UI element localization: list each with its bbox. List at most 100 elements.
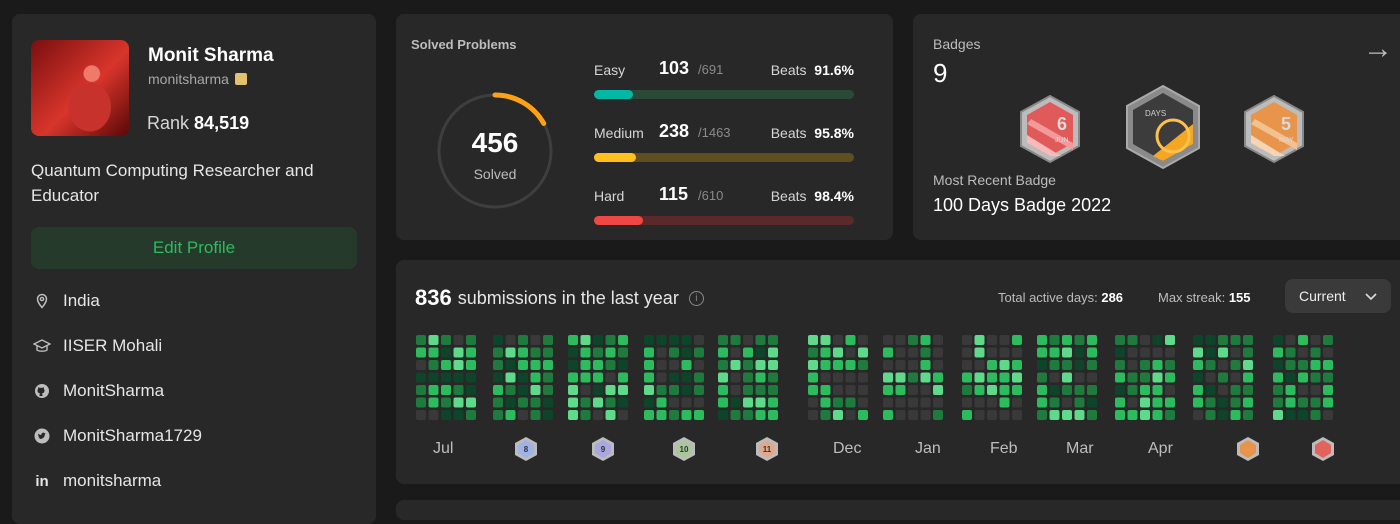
heatmap-cell[interactable] [453, 397, 464, 408]
heatmap-cell[interactable] [743, 360, 753, 370]
heatmap-cell[interactable] [568, 347, 578, 358]
heatmap-cell[interactable] [1230, 347, 1241, 358]
heatmap-cell[interactable] [1074, 335, 1085, 345]
heatmap-cell[interactable] [974, 372, 985, 383]
heatmap-cell[interactable] [530, 410, 541, 420]
heatmap-cell[interactable] [593, 372, 603, 383]
heatmap-cell[interactable] [681, 397, 692, 408]
heatmap-cell[interactable] [416, 347, 426, 358]
heatmap-cell[interactable] [656, 372, 667, 383]
heatmap-cell[interactable] [656, 410, 667, 420]
heatmap-cell[interactable] [543, 347, 553, 358]
heatmap-cell[interactable] [441, 397, 451, 408]
heatmap-cell[interactable] [694, 397, 704, 408]
heatmap-cell[interactable] [1243, 347, 1253, 358]
heatmap-cell[interactable] [755, 410, 766, 420]
heatmap-cell[interactable] [580, 372, 591, 383]
heatmap-cell[interactable] [962, 335, 972, 345]
heatmap-cell[interactable] [908, 372, 918, 383]
heatmap-cell[interactable] [1087, 360, 1097, 370]
heatmap-cell[interactable] [908, 397, 918, 408]
heatmap-cell[interactable] [1298, 360, 1308, 370]
heatmap-cell[interactable] [505, 335, 516, 345]
heatmap-cell[interactable] [768, 385, 778, 395]
heatmap-cell[interactable] [755, 360, 766, 370]
heatmap-cell[interactable] [1012, 410, 1022, 420]
heatmap-cell[interactable] [743, 385, 753, 395]
heatmap-cell[interactable] [1205, 347, 1216, 358]
heatmap-cell[interactable] [428, 397, 439, 408]
heatmap-cell[interactable] [987, 410, 997, 420]
heatmap-cell[interactable] [505, 410, 516, 420]
heatmap-cell[interactable] [1115, 335, 1125, 345]
heatmap-cell[interactable] [1273, 397, 1283, 408]
heatmap-cell[interactable] [833, 410, 843, 420]
heatmap-cell[interactable] [1127, 335, 1138, 345]
heatmap-cell[interactable] [833, 397, 843, 408]
heatmap-cell[interactable] [755, 335, 766, 345]
heatmap-cell[interactable] [920, 360, 931, 370]
heatmap-cell[interactable] [1037, 360, 1047, 370]
heatmap-cell[interactable] [428, 385, 439, 395]
heatmap-cell[interactable] [999, 347, 1010, 358]
heatmap-cell[interactable] [999, 360, 1010, 370]
heatmap-cell[interactable] [1037, 335, 1047, 345]
avatar[interactable] [31, 40, 129, 136]
heatmap-cell[interactable] [1049, 360, 1060, 370]
heatmap-cell[interactable] [1285, 360, 1296, 370]
heatmap-cell[interactable] [416, 397, 426, 408]
heatmap-cell[interactable] [493, 397, 503, 408]
heatmap-cell[interactable] [1062, 372, 1072, 383]
linkedin-link[interactable]: monitsharma [63, 471, 162, 490]
heatmap-cell[interactable] [1193, 335, 1203, 345]
heatmap-cell[interactable] [543, 410, 553, 420]
heatmap-cell[interactable] [453, 335, 464, 345]
heatmap-cell[interactable] [530, 372, 541, 383]
heatmap-cell[interactable] [505, 372, 516, 383]
heatmap-cell[interactable] [999, 385, 1010, 395]
heatmap-cell[interactable] [1323, 360, 1333, 370]
heatmap-cell[interactable] [768, 360, 778, 370]
heatmap-cell[interactable] [1127, 347, 1138, 358]
heatmap-cell[interactable] [568, 385, 578, 395]
heatmap-cell[interactable] [1285, 372, 1296, 383]
heatmap-cell[interactable] [441, 335, 451, 345]
heatmap-cell[interactable] [768, 397, 778, 408]
heatmap-cell[interactable] [1165, 397, 1175, 408]
heatmap-cell[interactable] [933, 360, 943, 370]
heatmap-cell[interactable] [743, 397, 753, 408]
heatmap-cell[interactable] [656, 360, 667, 370]
heatmap-cell[interactable] [1323, 385, 1333, 395]
heatmap-cell[interactable] [1140, 347, 1150, 358]
heatmap-cell[interactable] [644, 335, 654, 345]
heatmap-cell[interactable] [644, 397, 654, 408]
heatmap-cell[interactable] [1243, 360, 1253, 370]
heatmap-cell[interactable] [895, 360, 906, 370]
heatmap-cell[interactable] [1310, 347, 1321, 358]
heatmap-cell[interactable] [858, 360, 868, 370]
heatmap-cell[interactable] [543, 397, 553, 408]
heatmap-cell[interactable] [1165, 360, 1175, 370]
heatmap-cell[interactable] [858, 347, 868, 358]
heatmap-cell[interactable] [987, 335, 997, 345]
heatmap-cell[interactable] [1310, 335, 1321, 345]
heatmap-cell[interactable] [858, 385, 868, 395]
heatmap-cell[interactable] [605, 385, 616, 395]
heatmap-cell[interactable] [1012, 360, 1022, 370]
heatmap-cell[interactable] [999, 410, 1010, 420]
heatmap-cell[interactable] [605, 372, 616, 383]
heatmap-cell[interactable] [530, 397, 541, 408]
heatmap-cell[interactable] [987, 347, 997, 358]
heatmap-cell[interactable] [1193, 397, 1203, 408]
heatmap-cell[interactable] [755, 385, 766, 395]
heatmap-cell[interactable] [1218, 335, 1228, 345]
heatmap-cell[interactable] [1012, 397, 1022, 408]
heatmap-cell[interactable] [808, 372, 818, 383]
heatmap-cell[interactable] [466, 372, 476, 383]
jun-badge-icon[interactable]: 6 JUN [1017, 94, 1083, 164]
heatmap-cell[interactable] [1230, 335, 1241, 345]
heatmap-cell[interactable] [920, 397, 931, 408]
heatmap-cell[interactable] [1310, 385, 1321, 395]
heatmap-cell[interactable] [1205, 360, 1216, 370]
heatmap-cell[interactable] [656, 335, 667, 345]
